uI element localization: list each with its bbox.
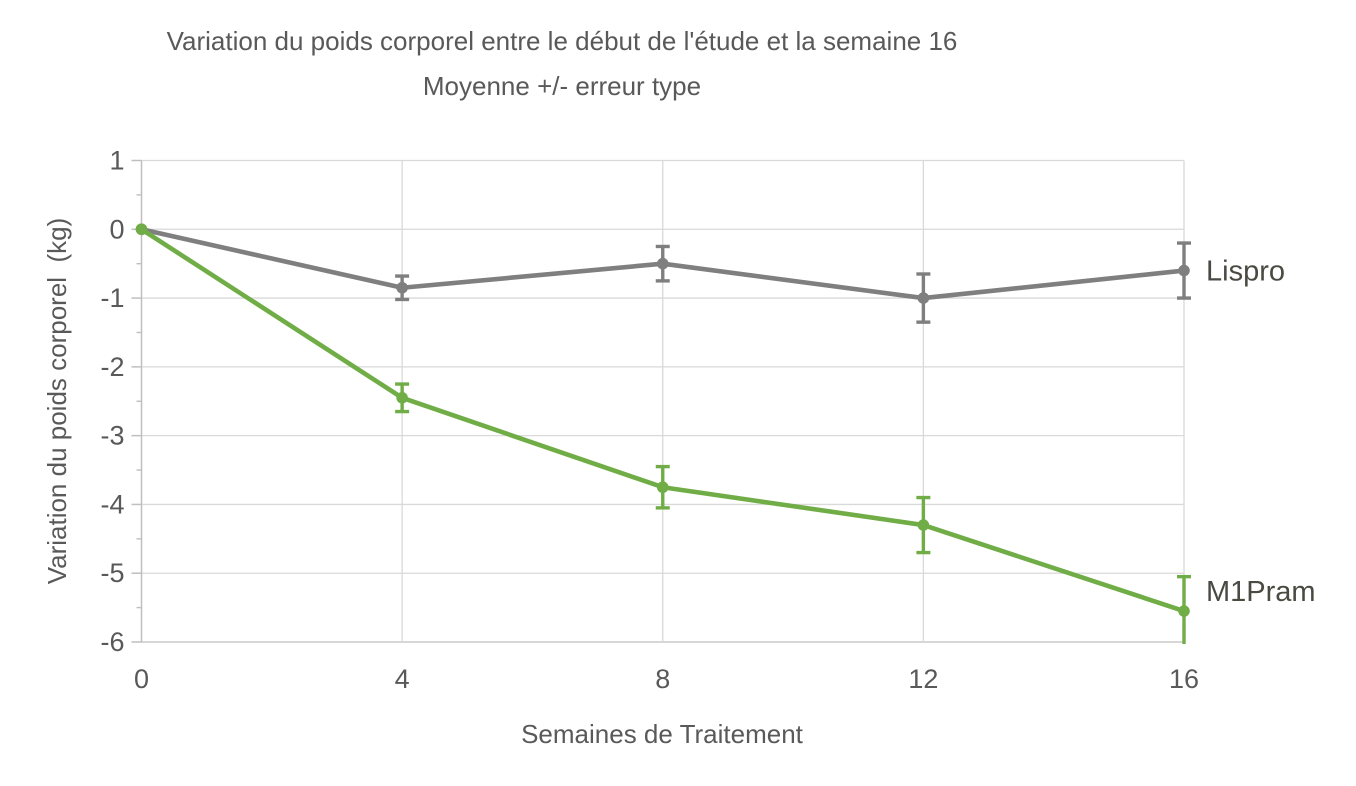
- data-point-m1pram-wk12: [917, 519, 930, 531]
- data-point-lispro-wk8: [656, 257, 669, 270]
- data-point-lispro-wk4: [396, 281, 408, 294]
- y-tick-label--2: -2: [100, 352, 124, 382]
- x-tick-label-0: 0: [134, 664, 149, 694]
- data-point-lispro-wk16: [1178, 264, 1190, 277]
- data-point-m1pram-wk4: [396, 392, 408, 404]
- y-tick-label-0: 0: [109, 214, 124, 244]
- series-label-m1pram: M1Pram: [1206, 576, 1316, 608]
- data-point-m1pram-wk8: [656, 481, 669, 494]
- data-point-lispro-wk12: [917, 292, 930, 304]
- y-tick-label--5: -5: [100, 558, 124, 588]
- data-point-m1pram-wk0: [135, 223, 148, 236]
- x-tick-label-16: 16: [1169, 664, 1199, 694]
- x-tick-label-4: 4: [395, 664, 410, 694]
- chart-subtitle: Moyenne +/- erreur type: [423, 71, 701, 101]
- y-tick-label--1: -1: [100, 283, 124, 313]
- y-axis-title: Variation du poids corporel (kg): [42, 218, 72, 585]
- x-tick-label-12: 12: [908, 664, 938, 694]
- y-tick-label--4: -4: [100, 489, 124, 519]
- plot-area: 1 0 -1 -2 -3 -4 -5 -6 0 4 8 12 16 Lispro M1Pram: [100, 146, 1315, 695]
- y-tick-label--6: -6: [100, 627, 124, 657]
- chart-title: Variation du poids corporel entre le déb…: [167, 26, 958, 56]
- data-point-m1pram-wk16: [1178, 605, 1190, 617]
- x-tick-label-8: 8: [655, 664, 670, 694]
- y-tick-label-1: 1: [109, 146, 124, 176]
- series-label-lispro: Lispro: [1206, 256, 1285, 288]
- x-axis-title: Semaines de Traitement: [521, 719, 804, 749]
- y-tick-label--3: -3: [100, 421, 124, 451]
